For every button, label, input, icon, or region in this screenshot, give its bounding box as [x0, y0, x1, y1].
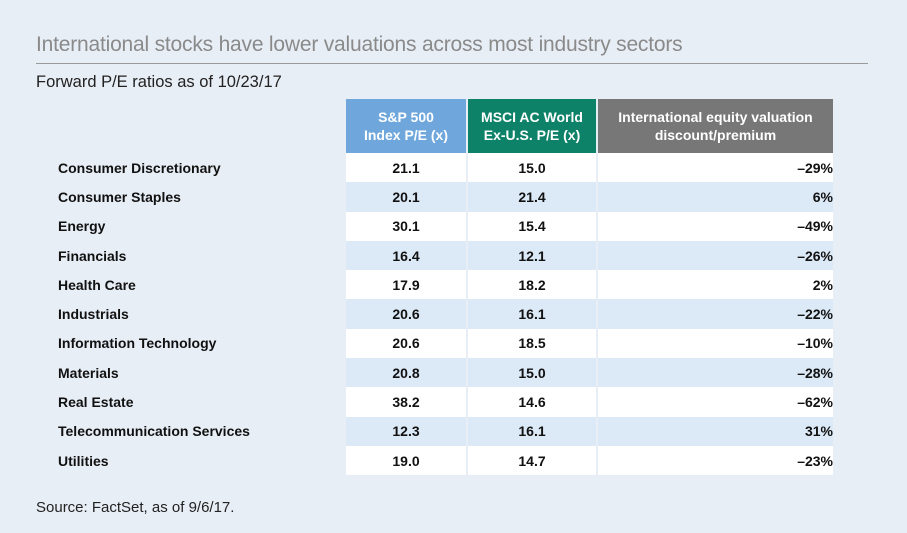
valuation-discount-value: –23% — [598, 445, 833, 476]
msci-pe-value: 18.5 — [466, 328, 598, 359]
table-row: Materials 20.8 15.0 –28% — [58, 358, 833, 388]
valuation-discount-value: 2% — [598, 270, 833, 300]
table-row: Utilities 19.0 14.7 –23% — [58, 445, 833, 476]
sector-label: Materials — [58, 358, 346, 388]
sector-label: Information Technology — [58, 328, 346, 359]
table-row: Industrials 20.6 16.1 –22% — [58, 299, 833, 329]
sp500-pe-value: 20.1 — [346, 182, 466, 212]
msci-pe-value: 15.4 — [466, 211, 598, 241]
valuation-discount-value: –26% — [598, 240, 833, 271]
header-row: S&P 500 Index P/E (x) MSCI AC World Ex-U… — [58, 99, 833, 153]
msci-header-line1: MSCI AC World — [481, 109, 583, 125]
table-row: Energy 30.1 15.4 –49% — [58, 211, 833, 241]
discount-header: International equity valuation discount/… — [598, 99, 833, 153]
valuation-discount-value: –28% — [598, 358, 833, 388]
table-row: Financials 16.4 12.1 –26% — [58, 240, 833, 271]
sector-label: Industrials — [58, 299, 346, 329]
title-divider — [36, 63, 868, 64]
msci-pe-value: 16.1 — [466, 416, 598, 446]
valuation-discount-value: 31% — [598, 416, 833, 446]
valuation-discount-value: –29% — [598, 153, 833, 183]
sp500-pe-value: 20.8 — [346, 358, 466, 388]
source-note: Source: FactSet, as of 9/6/17. — [36, 499, 235, 516]
sp500-pe-value: 20.6 — [346, 328, 466, 359]
sp500-pe-value: 20.6 — [346, 299, 466, 329]
sector-label: Real Estate — [58, 387, 346, 417]
msci-pe-value: 14.7 — [466, 445, 598, 476]
valuation-discount-value: –62% — [598, 387, 833, 417]
table-row: Health Care 17.9 18.2 2% — [58, 270, 833, 300]
discount-header-line2: discount/premium — [654, 127, 777, 143]
table-row: Telecommunication Services 12.3 16.1 31% — [58, 416, 833, 446]
chart-subtitle: Forward P/E ratios as of 10/23/17 — [36, 73, 282, 91]
sector-label: Telecommunication Services — [58, 416, 346, 446]
sp500-pe-value: 16.4 — [346, 240, 466, 271]
msci-pe-value: 14.6 — [466, 387, 598, 417]
valuation-discount-value: –10% — [598, 328, 833, 359]
table-row: Consumer Staples 20.1 21.4 6% — [58, 182, 833, 212]
msci-pe-value: 15.0 — [466, 153, 598, 183]
valuation-discount-value: –49% — [598, 211, 833, 241]
table-row: Real Estate 38.2 14.6 –62% — [58, 387, 833, 417]
discount-header-line1: International equity valuation — [618, 109, 813, 125]
sp500-pe-value: 12.3 — [346, 416, 466, 446]
sector-label: Financials — [58, 240, 346, 271]
msci-header: MSCI AC World Ex-U.S. P/E (x) — [466, 99, 598, 153]
sector-label: Energy — [58, 211, 346, 241]
msci-pe-value: 16.1 — [466, 299, 598, 329]
table-row: Information Technology 20.6 18.5 –10% — [58, 328, 833, 359]
sp500-pe-value: 30.1 — [346, 211, 466, 241]
msci-pe-value: 18.2 — [466, 270, 598, 300]
table-body: Consumer Discretionary 21.1 15.0 –29% Consum… — [58, 153, 833, 476]
sp500-pe-value: 17.9 — [346, 270, 466, 300]
msci-pe-value: 15.0 — [466, 358, 598, 388]
sector-label: Utilities — [58, 445, 346, 476]
valuation-discount-value: –22% — [598, 299, 833, 329]
sector-header — [58, 99, 346, 153]
valuation-discount-value: 6% — [598, 182, 833, 212]
sp500-header: S&P 500 Index P/E (x) — [346, 99, 466, 153]
chart-title: International stocks have lower valuatio… — [36, 33, 683, 56]
sp500-pe-value: 19.0 — [346, 445, 466, 476]
sector-label: Health Care — [58, 270, 346, 300]
sp500-pe-value: 38.2 — [346, 387, 466, 417]
msci-header-line2: Ex-U.S. P/E (x) — [483, 127, 581, 143]
msci-pe-value: 12.1 — [466, 240, 598, 271]
valuation-table: S&P 500 Index P/E (x) MSCI AC World Ex-U… — [58, 99, 833, 476]
sp500-header-line2: Index P/E (x) — [363, 127, 449, 143]
sector-label: Consumer Discretionary — [58, 153, 346, 183]
msci-pe-value: 21.4 — [466, 182, 598, 212]
sp500-pe-value: 21.1 — [346, 153, 466, 183]
sector-label: Consumer Staples — [58, 182, 346, 212]
sp500-header-line1: S&P 500 — [378, 109, 434, 125]
table-row: Consumer Discretionary 21.1 15.0 –29% — [58, 153, 833, 183]
